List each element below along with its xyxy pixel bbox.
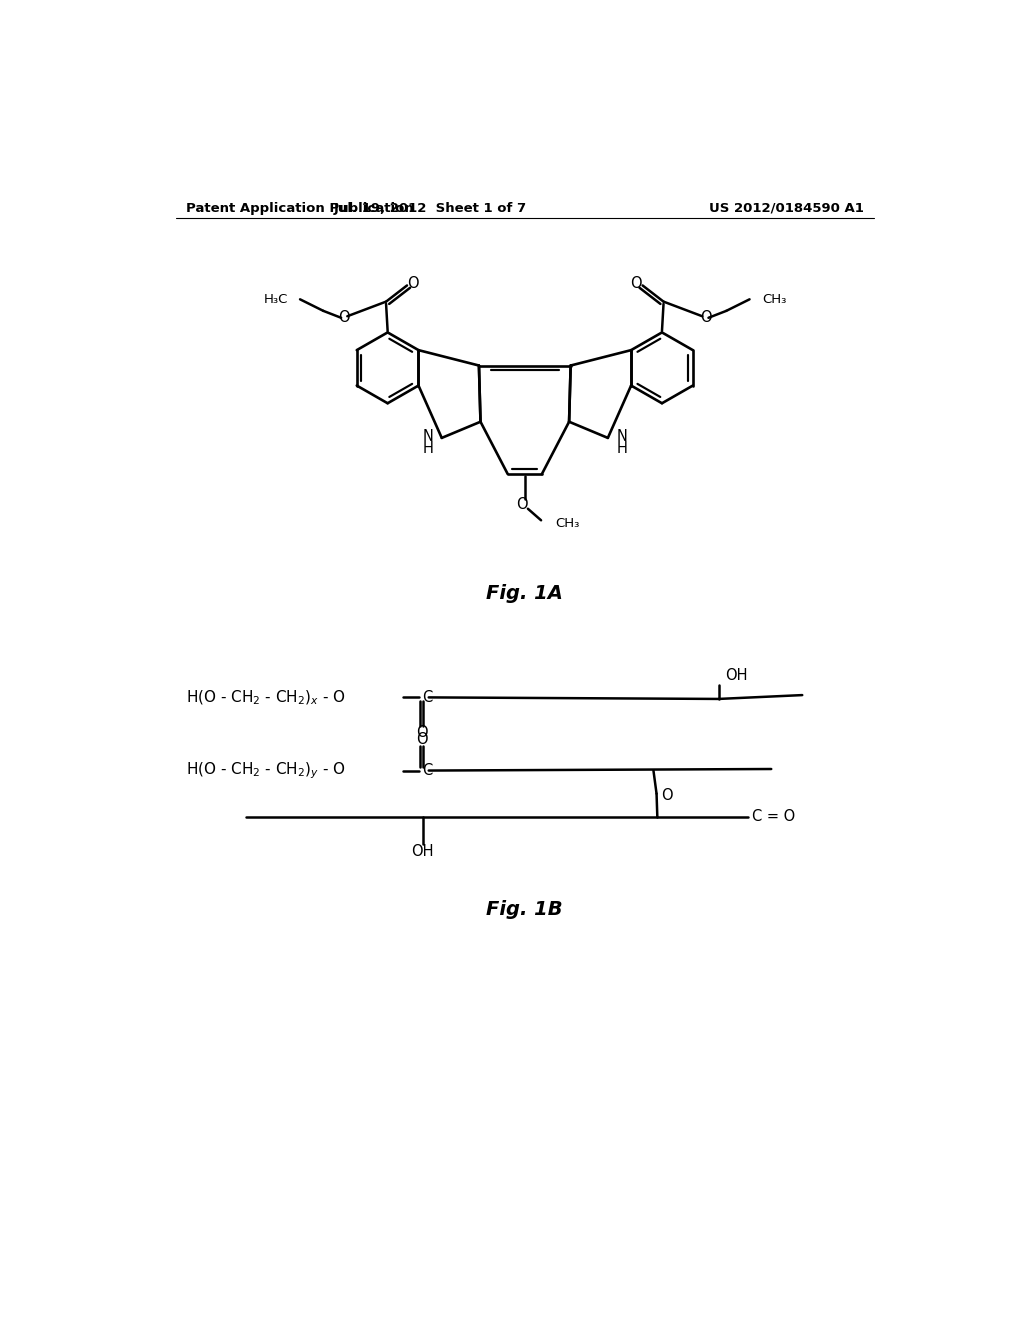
Text: C: C [423, 690, 433, 705]
Text: H(O - CH$_2$ - CH$_2$)$_x$ - O: H(O - CH$_2$ - CH$_2$)$_x$ - O [186, 688, 346, 706]
Text: O: O [416, 733, 428, 747]
Text: CH₃: CH₃ [762, 293, 786, 306]
Text: O: O [631, 276, 642, 292]
Text: N: N [616, 429, 628, 444]
Text: Patent Application Publication: Patent Application Publication [186, 202, 414, 215]
Text: H(O - CH$_2$ - CH$_2$)$_y$ - O: H(O - CH$_2$ - CH$_2$)$_y$ - O [186, 760, 346, 781]
Text: H₃C: H₃C [263, 293, 288, 306]
Text: Fig. 1B: Fig. 1B [486, 900, 563, 919]
Text: Fig. 1A: Fig. 1A [486, 583, 563, 603]
Text: N: N [422, 429, 433, 444]
Text: O: O [660, 788, 673, 803]
Text: OH: OH [412, 843, 434, 859]
Text: CH₃: CH₃ [555, 517, 580, 529]
Text: OH: OH [725, 668, 748, 684]
Text: C = O: C = O [752, 809, 795, 824]
Text: O: O [416, 725, 428, 739]
Text: O: O [516, 498, 527, 512]
Text: US 2012/0184590 A1: US 2012/0184590 A1 [710, 202, 864, 215]
Text: O: O [338, 310, 349, 325]
Text: Jul. 19, 2012  Sheet 1 of 7: Jul. 19, 2012 Sheet 1 of 7 [334, 202, 526, 215]
Text: H: H [422, 441, 433, 457]
Text: O: O [700, 310, 712, 325]
Text: C: C [423, 763, 433, 777]
Text: H: H [616, 441, 628, 457]
Text: O: O [408, 276, 419, 292]
